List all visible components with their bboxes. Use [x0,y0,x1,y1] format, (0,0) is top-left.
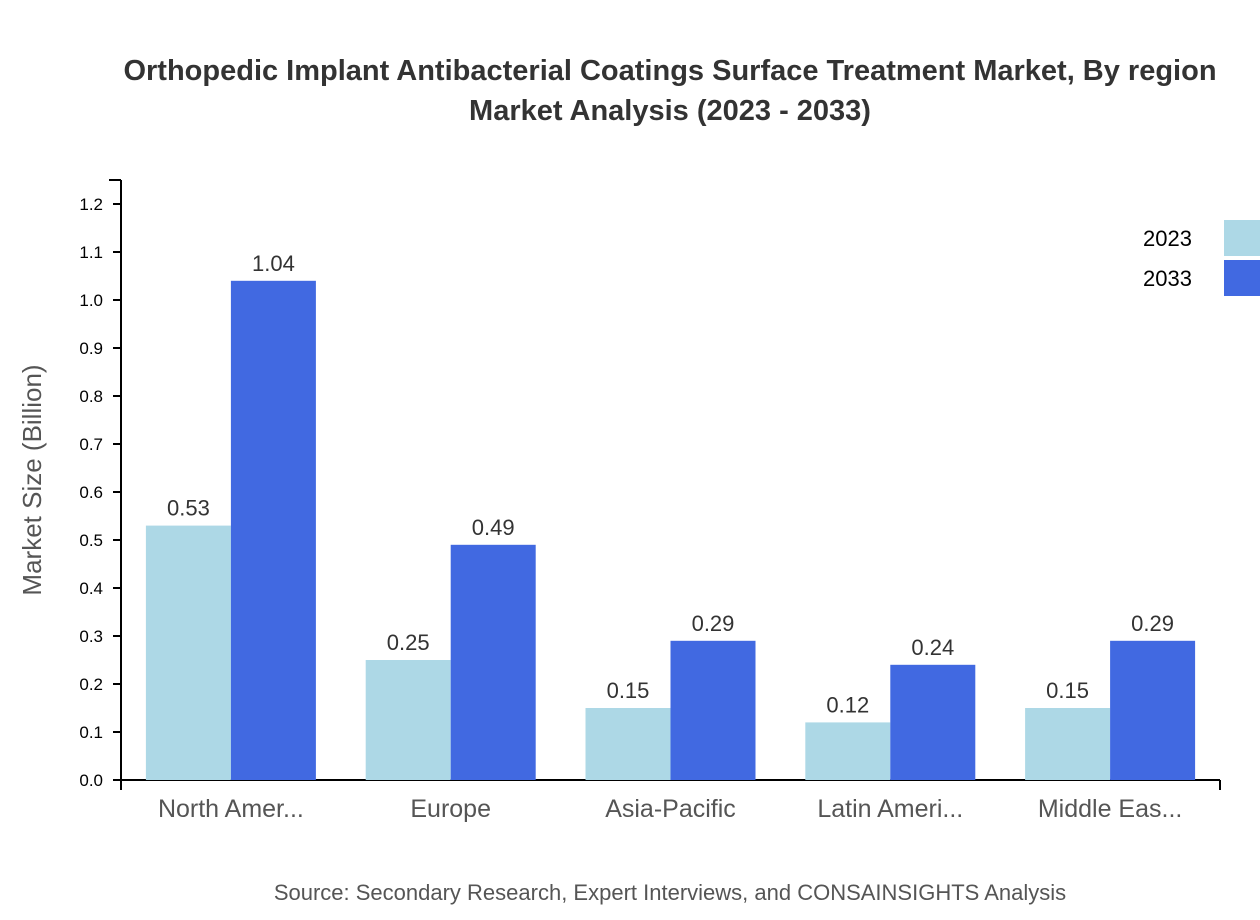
bar-2023 [1025,708,1111,780]
y-axis-label: Market Size (Billion) [17,364,47,595]
y-tick-label: 0.9 [79,339,103,358]
y-tick-label: 1.1 [79,243,103,262]
x-tick-label: Europe [410,795,491,823]
y-tick-label: 0.2 [79,675,103,694]
y-tick-label: 0.5 [79,531,103,550]
data-label: 0.25 [387,630,430,655]
bar-2023 [585,708,671,780]
legend-label: 2033 [1143,266,1192,291]
bar-2033 [890,664,976,780]
y-tick-label: 0.4 [79,579,103,598]
y-tick-label: 0.7 [79,435,103,454]
x-tick-label: Asia-Pacific [605,795,736,823]
data-label: 0.49 [472,515,515,540]
legend-swatch [1224,260,1260,296]
x-tick-label: Latin Ameri... [817,795,963,823]
y-tick-label: 0.6 [79,483,103,502]
y-tick-label: 0.0 [79,771,103,790]
bar-2023 [805,722,891,780]
bar-2033 [1110,640,1196,780]
data-label: 0.24 [911,635,954,660]
data-label: 0.29 [1131,611,1174,636]
legend: 2023 2033 [1143,220,1260,296]
chart-title-line2: Market Analysis (2023 - 2033) [469,95,871,127]
data-label: 0.15 [1046,678,1089,703]
y-tick-label: 0.8 [79,387,103,406]
bars: 0.53 1.04 0.25 0.49 0.15 0.29 0.12 0.24 0.15 0.29 [145,251,1196,780]
data-label: 1.04 [252,251,295,276]
bar-2033 [230,280,316,780]
data-label: 0.15 [607,678,650,703]
source-note: Source: Secondary Research, Expert Inter… [274,880,1066,905]
legend-label: 2023 [1143,226,1192,251]
bar-2033 [450,544,536,780]
data-label: 0.29 [692,611,735,636]
x-tick-label: North Amer... [158,795,304,823]
data-label: 0.12 [826,692,869,717]
x-axis: North Amer... Europe Asia-Pacific Latin Ame… [120,779,1221,823]
y-tick-label: 0.3 [79,627,103,646]
bar-2023 [365,660,451,780]
bar-2023 [145,525,231,780]
bar-2033 [670,640,756,780]
chart-title-line1: Orthopedic Implant Antibacterial Coating… [123,55,1216,87]
y-tick-label: 0.1 [79,723,103,742]
data-label: 0.53 [167,496,210,521]
legend-swatch [1224,220,1260,256]
x-tick-label: Middle Eas... [1038,795,1183,823]
y-tick-label: 1.0 [79,291,103,310]
y-tick-label: 1.2 [79,195,103,214]
y-axis: 0.0 0.1 0.2 0.3 0.4 0.5 0.6 0.7 0.8 0.9 1.0 1.1 1.2 [79,179,122,790]
